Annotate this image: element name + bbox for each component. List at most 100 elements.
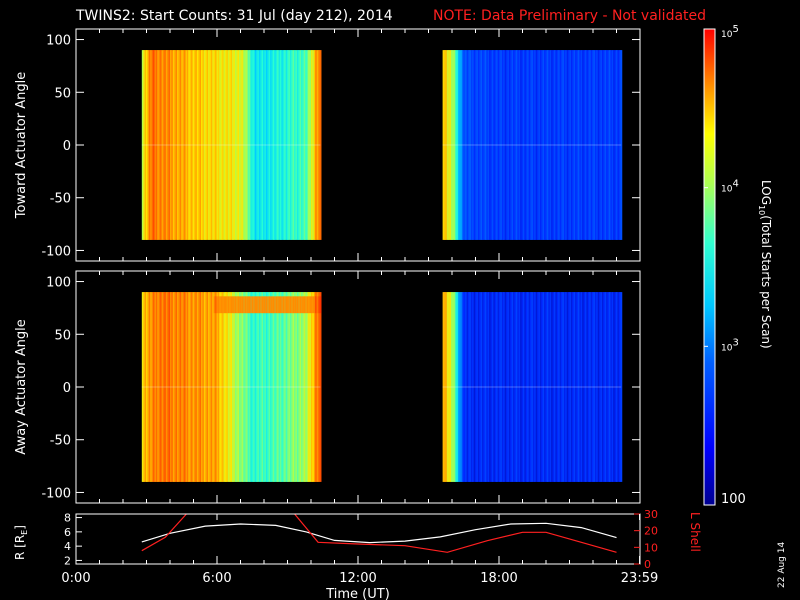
heatmap-cell	[175, 292, 178, 482]
heatmap-cell	[475, 292, 478, 482]
heatmap-cell	[189, 50, 192, 240]
heatmap-cell	[448, 50, 451, 240]
heatmap-cell	[257, 50, 260, 240]
heatmap-cell	[506, 50, 509, 240]
time-tick-label: 6:00	[202, 571, 231, 586]
heatmap-cell	[240, 292, 243, 482]
heatmap-cell	[542, 292, 545, 482]
heatmap-cell	[188, 50, 191, 240]
heatmap-cell	[507, 292, 510, 482]
heatmap-cell	[491, 292, 494, 482]
heatmap-cell	[158, 292, 161, 482]
heatmap-cell	[295, 50, 298, 240]
heatmap-cell	[154, 292, 157, 482]
heatmap-cell	[177, 292, 180, 482]
enhanced-band-cell	[216, 296, 219, 314]
heatmap-cell	[222, 50, 225, 240]
heatmap-cell	[444, 292, 447, 482]
heatmap-cell	[199, 50, 202, 240]
heatmap-cell	[587, 50, 590, 240]
heatmap-cell	[511, 50, 514, 240]
heatmap-cell	[453, 292, 456, 482]
heatmap-cell	[563, 292, 566, 482]
heatmap-cell	[257, 292, 260, 482]
heatmap-cell	[179, 50, 182, 240]
heatmap-cell	[274, 50, 277, 240]
heatmap-cell	[287, 50, 290, 240]
heatmap-cell	[458, 50, 461, 240]
heatmap-cell	[161, 50, 164, 240]
heatmap-cell	[480, 50, 483, 240]
heatmap-cell	[224, 292, 227, 482]
heatmap-cell	[466, 292, 469, 482]
heatmap-cell	[305, 50, 308, 240]
heatmap-cell	[298, 292, 301, 482]
radius-tick-label: 8	[64, 512, 71, 525]
heatmap-cell	[617, 292, 620, 482]
heatmap-cell	[573, 292, 576, 482]
heatmap-cell	[206, 292, 209, 482]
time-tick-label: 23:59	[621, 571, 658, 586]
heatmap-cell	[279, 292, 282, 482]
heatmap-cell	[157, 50, 160, 240]
enhanced-band-cell	[247, 296, 250, 314]
heatmap-cell	[277, 292, 280, 482]
heatmap-cell	[227, 50, 230, 240]
heatmap-cell	[579, 292, 582, 482]
heatmap-cell	[174, 50, 177, 240]
heatmap-cell	[281, 292, 284, 482]
heatmap-cell	[599, 50, 602, 240]
heatmap-cell	[608, 292, 611, 482]
heatmap-cell	[501, 292, 504, 482]
heatmap-cell	[553, 50, 556, 240]
enhanced-band-cell	[316, 296, 319, 314]
heatmap-cell	[463, 292, 466, 482]
toward-y-axis-label: Toward Actuator Angle	[14, 72, 29, 219]
heatmap-cell	[589, 292, 592, 482]
heatmap-cell	[226, 50, 229, 240]
heatmap-cell	[303, 292, 306, 482]
enhanced-band-cell	[219, 296, 222, 314]
heatmap-cell	[613, 50, 616, 240]
heatmap-cell	[531, 50, 534, 240]
heatmap-cell	[538, 50, 541, 240]
heatmap-cell	[212, 50, 215, 240]
enhanced-band-cell	[319, 296, 322, 314]
heatmap-cell	[616, 292, 619, 482]
toward-heatmap	[141, 50, 623, 240]
heatmap-cell	[253, 50, 256, 240]
heatmap-cell	[587, 292, 590, 482]
heatmap-cell	[229, 292, 232, 482]
heatmap-cell	[189, 292, 192, 482]
away-actuator-panel: 100 50 0 -50 -100 Away Actuator Angle	[14, 270, 641, 504]
heatmap-block-2	[442, 50, 623, 240]
heatmap-cell	[230, 292, 233, 482]
colorbar-tick-label: 100	[721, 492, 746, 507]
heatmap-cell	[311, 292, 314, 482]
heatmap-cell	[193, 292, 196, 482]
heatmap-cell	[489, 292, 492, 482]
time-axis-label: Time (UT)	[325, 587, 390, 600]
heatmap-cell	[146, 292, 149, 482]
heatmap-cell	[151, 50, 154, 240]
heatmap-cell	[463, 50, 466, 240]
heatmap-cell	[500, 50, 503, 240]
heatmap-cell	[195, 50, 198, 240]
colorbar-tick-label: 105	[721, 24, 739, 40]
enhanced-band-cell	[260, 296, 263, 314]
heatmap-cell	[496, 50, 499, 240]
heatmap-cell	[514, 50, 517, 240]
heatmap-cell	[566, 50, 569, 240]
enhanced-band-cell	[241, 296, 244, 314]
enhanced-band-cell	[287, 296, 290, 314]
enhanced-band-cell	[295, 296, 298, 314]
heatmap-cell	[215, 292, 218, 482]
heatmap-cell	[573, 50, 576, 240]
heatmap-cell	[499, 50, 502, 240]
heatmap-cell	[167, 292, 170, 482]
heatmap-cell	[556, 292, 559, 482]
heatmap-cell	[456, 50, 459, 240]
heatmap-cell	[256, 50, 259, 240]
colorbar-gradient	[704, 29, 715, 505]
